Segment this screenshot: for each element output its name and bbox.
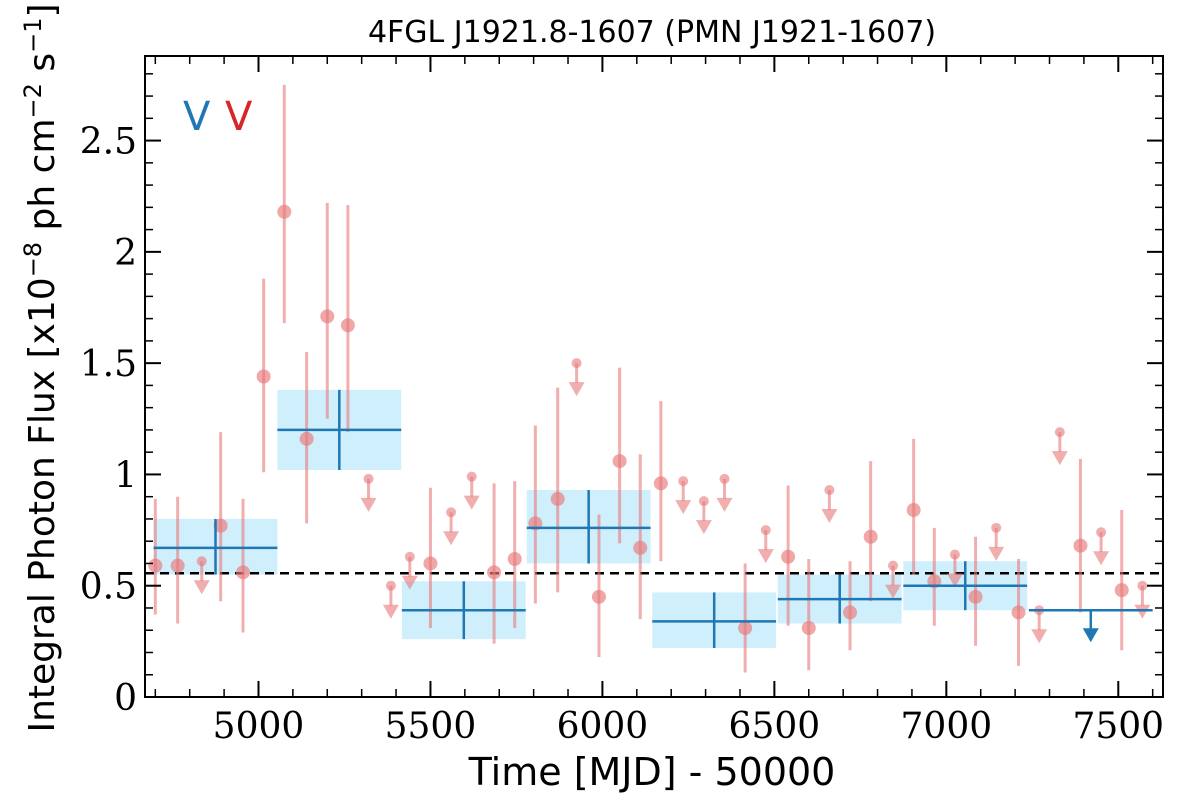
x-tick-label: 7000: [901, 706, 993, 747]
chart-title: 4FGL J1921.8-1607 (PMN J1921-1607): [368, 15, 936, 50]
y-axis-label-mid: ph cm: [22, 118, 63, 241]
y-tick-label: 0.5: [80, 567, 137, 608]
x-tick-label: 5000: [213, 706, 305, 747]
coarse-upper-limit-arrow: [1082, 628, 1099, 643]
fine-data-point: [843, 605, 858, 620]
y-axis-label-main: Integral Photon Flux [x10: [22, 277, 63, 732]
y-axis-label-exp1: −8: [19, 242, 47, 277]
fine-upper-limit-arrow: [1051, 451, 1068, 466]
x-tick-label: 6000: [557, 706, 649, 747]
tick-labels: 5000 5500 6000 6500 7000 7500 0 0.5 1 1.5 2 2.5: [80, 122, 1164, 747]
x-tick-label: 7500: [1072, 706, 1164, 747]
fine-data-point: [236, 565, 251, 580]
fine-data-point: [653, 476, 668, 491]
fine-data-point: [423, 556, 438, 571]
fine-data-point: [801, 621, 816, 636]
fine-data-point: [968, 589, 983, 604]
fine-upper-limit-arrow: [1134, 604, 1151, 619]
fine-upper-limit-arrow: [716, 497, 733, 512]
fine-data-point: [1073, 538, 1088, 553]
fine-data-point: [487, 565, 502, 580]
fine-data-point: [507, 552, 522, 567]
fine-data-point: [863, 529, 878, 544]
y-axis-label-s: s: [22, 53, 63, 83]
y-axis-label-end: ]: [22, 3, 63, 17]
fine-upper-limit-arrow: [1031, 629, 1048, 644]
fine-upper-limit-arrow: [821, 509, 838, 524]
y-tick-label: 2.5: [80, 122, 137, 163]
y-tick-label: 1: [114, 455, 137, 496]
x-tick-label: 5500: [385, 706, 477, 747]
fine-upper-limit-arrow: [463, 495, 480, 510]
y-axis-label: Integral Photon Flux [x10−8 ph cm−2 s−1]: [19, 3, 63, 732]
x-tick-label: 6500: [729, 706, 821, 747]
y-tick-label: 1.5: [80, 344, 137, 385]
fine-upper-limit-arrow: [946, 573, 963, 588]
fine-data-point: [170, 558, 185, 573]
fine-upper-limit-arrow: [382, 604, 399, 619]
fine-upper-limit-arrow: [675, 500, 692, 515]
fine-upper-limit-arrow: [568, 382, 585, 397]
fine-upper-limit-arrow: [1093, 551, 1110, 566]
fine-upper-limit-arrow: [885, 584, 902, 599]
fine-data-point: [299, 431, 314, 446]
y-tick-label: 0: [114, 678, 137, 719]
fine-data-point: [213, 518, 228, 533]
fine-data-point: [1011, 605, 1026, 620]
fine-upper-limit-arrow: [443, 531, 460, 546]
fine-data-point: [781, 549, 796, 564]
fine-data-point: [277, 204, 292, 219]
x-axis-label: Time [MJD] - 50000: [468, 750, 836, 794]
y-axis-label-exp3: −1: [19, 18, 47, 53]
fine-data-point: [633, 540, 648, 555]
fine-bin-points: [148, 84, 1151, 673]
fine-upper-limit-arrow: [193, 580, 210, 595]
fine-data-point: [340, 318, 355, 333]
fine-data-point: [320, 309, 335, 324]
fine-data-point: [738, 621, 753, 636]
fine-data-point: [148, 558, 163, 573]
fine-data-point: [591, 589, 606, 604]
fine-upper-limit-arrow: [988, 546, 1005, 561]
fine-data-point: [550, 491, 565, 506]
fine-data-point: [256, 369, 271, 384]
fine-upper-limit-arrow: [757, 549, 774, 564]
y-axis-label-exp2: −2: [19, 83, 47, 118]
plot-frame: [144, 55, 1164, 698]
fine-data-point: [906, 503, 921, 518]
marker-v-blue: V: [183, 94, 211, 140]
fine-data-point: [612, 454, 627, 469]
fine-upper-limit-arrow: [360, 497, 377, 512]
fine-upper-limit-arrow: [401, 575, 418, 590]
fine-data-point: [1114, 583, 1129, 598]
y-tick-label: 2: [114, 233, 137, 274]
fine-upper-limit-arrow: [695, 520, 712, 535]
coarse-bin-points: [153, 389, 1153, 649]
marker-v-red: V: [225, 94, 253, 140]
